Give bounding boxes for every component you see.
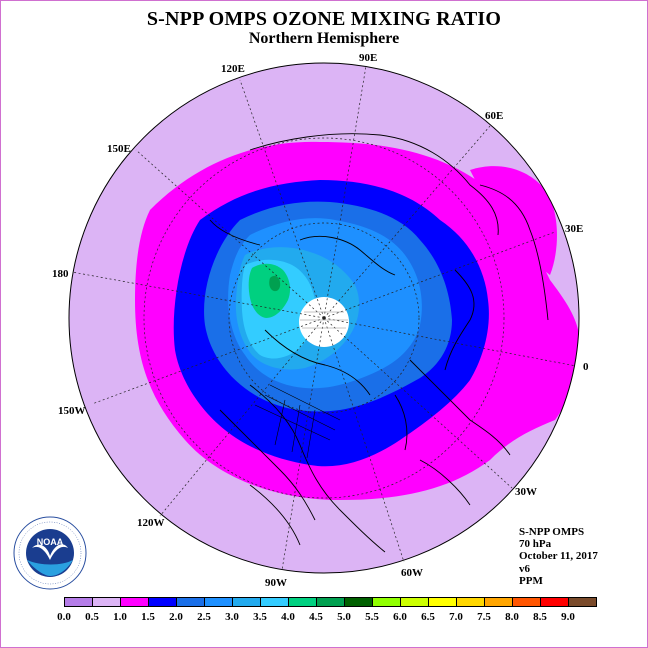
colorbar-tick-label: 4.0 <box>281 611 295 623</box>
lon-label-90w: 90W <box>265 577 287 589</box>
colorbar-cell <box>316 597 345 607</box>
lon-label-150e: 150E <box>107 143 131 155</box>
colorbar-cell <box>456 597 485 607</box>
colorbar-cell <box>120 597 149 607</box>
colorbar-cell <box>260 597 289 607</box>
colorbar-tick-label: 1.0 <box>113 611 127 623</box>
colorbar-tick-label: 6.0 <box>393 611 407 623</box>
us-state-boundaries <box>254 384 341 459</box>
info-instrument: S-NPP OMPS <box>519 526 585 538</box>
colorbar-cell <box>148 597 177 607</box>
colorbar-tick-label: 5.0 <box>337 611 351 623</box>
colorbar-tick-label: 4.5 <box>309 611 323 623</box>
colorbar-tick-label: 0.0 <box>57 611 71 623</box>
colorbar-cell <box>204 597 233 607</box>
lon-label-60w: 60W <box>401 567 423 579</box>
colorbar-cell <box>540 597 569 607</box>
colorbar <box>64 597 597 607</box>
info-version: v6 <box>519 562 530 575</box>
colorbar-cell <box>344 597 373 607</box>
colorbar-tick-label: 5.5 <box>365 611 379 623</box>
map-boundary <box>68 62 580 574</box>
colorbar-tick-label: 7.5 <box>477 611 491 623</box>
lon-label-150w: 150W <box>58 405 86 417</box>
colorbar-cell <box>64 597 93 607</box>
colorbar-tick-label: 9.0 <box>561 611 575 623</box>
colorbar-tick-label: 3.5 <box>253 611 267 623</box>
colorbar-cell <box>484 597 513 607</box>
colorbar-cell <box>400 597 429 607</box>
page-subtitle: Northern Hemisphere <box>248 30 400 47</box>
colorbar-cell <box>372 597 401 607</box>
field-level-4.5 <box>269 275 281 292</box>
lon-label-30w: 30W <box>515 486 537 498</box>
info-units: PPM <box>519 574 543 587</box>
lon-label-90e: 90E <box>359 52 378 64</box>
info-pressure: 70 hPa <box>519 538 552 551</box>
colorbar-tick-label: 1.5 <box>141 611 155 623</box>
field-level-1.0-tongue <box>470 166 557 275</box>
page-title: S-NPP OMPS OZONE MIXING RATIO <box>146 8 502 30</box>
colorbar-tick-label: 8.0 <box>505 611 519 623</box>
pole-hatch <box>300 311 348 329</box>
coastlines <box>209 133 549 553</box>
colorbar-tick-label: 6.5 <box>421 611 435 623</box>
colorbar-tick-label: 8.5 <box>533 611 547 623</box>
lon-label-30e: 30E <box>565 223 584 235</box>
colorbar-tick-label: 3.0 <box>225 611 239 623</box>
lon-label-60e: 60E <box>485 110 504 122</box>
colorbar-cell <box>512 597 541 607</box>
colorbar-cell <box>288 597 317 607</box>
info-date: October 11, 2017 <box>519 550 598 563</box>
graticule <box>71 65 577 571</box>
colorbar-tick-label: 7.0 <box>449 611 463 623</box>
lon-label-180: 180 <box>52 268 69 280</box>
info-block: S-NPP OMPS 70 hPa October 11, 2017 v6 PP… <box>519 526 598 587</box>
field-level-4.0 <box>248 263 291 318</box>
lon-label-0: 0 <box>583 361 589 373</box>
colorbar-cell <box>428 597 457 607</box>
colorbar-cell <box>176 597 205 607</box>
colorbar-tick-label: 0.5 <box>85 611 99 623</box>
polar-gap <box>299 297 349 347</box>
logo-text: NOAA <box>37 537 64 547</box>
colorbar-cell <box>92 597 121 607</box>
colorbar-tick-label: 2.0 <box>169 611 183 623</box>
colorbar-cell <box>568 597 597 607</box>
colorbar-cell <box>232 597 261 607</box>
colorbar-tick-label: 2.5 <box>197 611 211 623</box>
lon-label-120e: 120E <box>221 63 245 75</box>
lon-label-120w: 120W <box>137 517 165 529</box>
